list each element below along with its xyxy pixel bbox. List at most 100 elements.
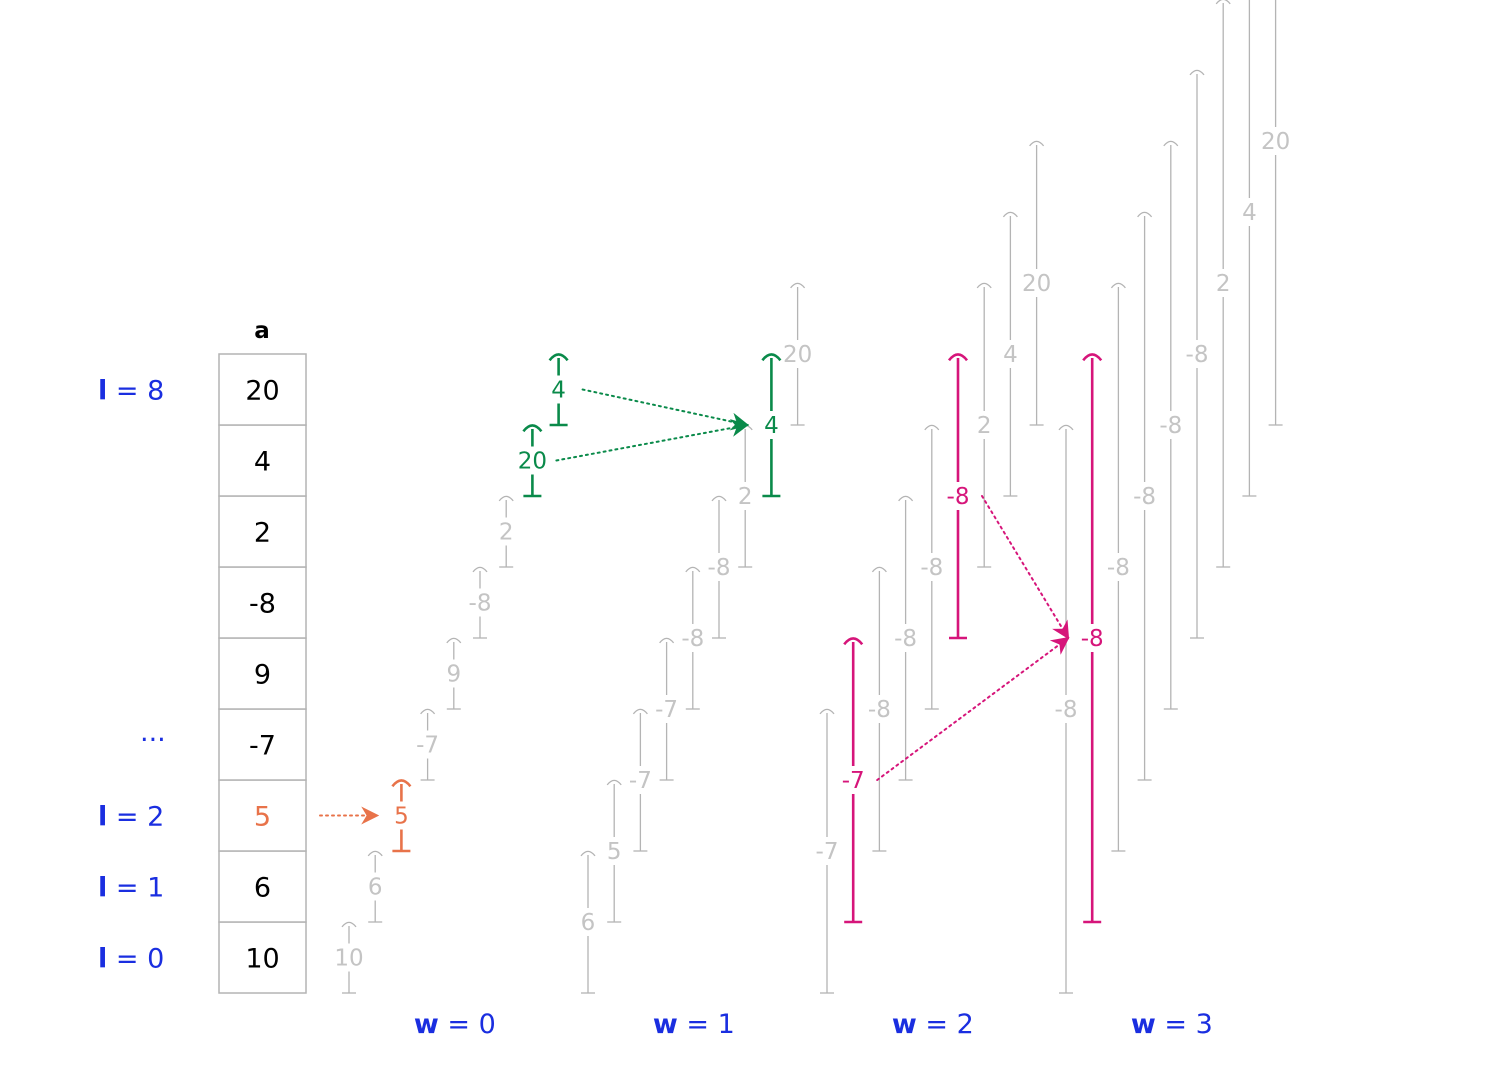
segment-value: -8	[469, 591, 492, 617]
segment: 2	[1215, 0, 1231, 568]
segment: -8	[708, 495, 731, 639]
segment-highlighted: -8	[947, 353, 970, 640]
segment: -8	[920, 424, 943, 710]
segment-value: 5	[607, 839, 622, 865]
segment: 2	[498, 495, 514, 568]
segment-value: -7	[842, 768, 865, 794]
segment-highlighted: 4	[548, 353, 569, 427]
segment: -8	[1159, 140, 1182, 710]
segment-value: -8	[1159, 413, 1182, 439]
array-cell-value: 2	[254, 518, 271, 549]
level-label: w = 2	[892, 1009, 974, 1040]
level-labels: w = 0 w = 1 w = 2 w = 3	[414, 1009, 1213, 1040]
segment-value: -8	[894, 626, 917, 652]
level-2: -7 -7 -8 -8 -8 -8 2 4 20	[816, 140, 1051, 994]
array-cell-value: 4	[254, 447, 271, 478]
segment: -8	[868, 566, 891, 852]
segment-levels: 10 6 5 -7 9 -8 2 20 4 6 5 -7 -7 -8 -8 2 4 20 -7 -7 -8 -8 -8 -8 2…	[334, 0, 1290, 994]
array-cell: 20	[218, 353, 307, 426]
segment: -8	[1186, 69, 1209, 639]
array-cell: 9	[218, 637, 307, 710]
segment: -7	[629, 708, 652, 852]
segment-value: -8	[1133, 484, 1156, 510]
row-label: l = 1	[98, 873, 164, 904]
arrow-magenta	[876, 636, 1070, 781]
segment: 4	[1002, 211, 1018, 497]
array-cell-value: 9	[254, 660, 271, 691]
segment: 2	[737, 424, 753, 568]
segment-value: -8	[1107, 555, 1130, 581]
segment: -8	[1133, 211, 1156, 781]
segment-highlighted: 5	[391, 779, 412, 853]
segment-highlighted: 4	[761, 353, 782, 498]
arrow-green	[581, 388, 750, 431]
segment: 20	[1261, 0, 1290, 426]
array-title: a	[254, 318, 270, 344]
segment: 20	[783, 282, 812, 426]
array-cell-value: 20	[245, 376, 279, 407]
row-label: l = 0	[98, 944, 164, 975]
array-cell: -8	[218, 566, 307, 639]
row-label: l = 8	[98, 376, 164, 407]
segment-value: -8	[920, 555, 943, 581]
segment-value: 20	[518, 449, 547, 475]
segment: -8	[469, 566, 492, 639]
array-cell: 6	[218, 850, 307, 923]
level-1: 6 5 -7 -7 -8 -8 2 4 20	[580, 282, 812, 994]
array-cell-value: 10	[245, 944, 279, 975]
segment: -7	[816, 708, 839, 994]
array-cell-box	[218, 708, 307, 781]
level-label: w = 0	[414, 1009, 496, 1040]
segment-value: 4	[1242, 200, 1257, 226]
array-cell-value: 6	[254, 873, 271, 904]
segment-value: 2	[1216, 271, 1231, 297]
segment-value: -8	[1055, 697, 1078, 723]
segment-value: 20	[783, 342, 812, 368]
segment: 6	[367, 850, 383, 923]
level-0: 10 6 5 -7 9 -8 2 20 4	[334, 353, 569, 994]
segment-value: 4	[1003, 342, 1018, 368]
array-cell: 2	[218, 495, 307, 568]
array-cell-box	[218, 850, 307, 923]
segment: -8	[894, 495, 917, 781]
array-cell-value: -7	[249, 731, 276, 762]
segment: -8	[681, 566, 704, 710]
segment-value: -8	[681, 626, 704, 652]
array-cell-box	[218, 495, 307, 568]
segment: 5	[606, 779, 622, 923]
segment-value: -7	[816, 839, 839, 865]
array-cell-box	[218, 566, 307, 639]
array-cell: 5	[218, 779, 307, 852]
segment-value: -8	[947, 484, 970, 510]
level-label: w = 3	[1131, 1009, 1213, 1040]
row-labels: l = 0 l = 1 l = 2 ··· l = 8	[98, 376, 166, 975]
arrow-green	[555, 419, 750, 462]
array-cell-box	[218, 921, 307, 994]
level-3: -8 -8 -8 -8 -8 -8 2 4 20	[1055, 0, 1290, 994]
segment-value: -8	[708, 555, 731, 581]
row-label: ···	[140, 725, 166, 756]
segment-value: 2	[977, 413, 992, 439]
array-cell-box	[218, 353, 307, 426]
segment-highlighted: -7	[842, 637, 865, 924]
array-cell-box	[218, 424, 307, 497]
segment-value: -7	[655, 697, 678, 723]
segment-value: 6	[368, 875, 383, 901]
segment-value: -7	[416, 733, 439, 759]
propagation-arrows	[319, 388, 1070, 825]
array-cell-value: 5	[254, 802, 271, 833]
array-cell: 10	[218, 921, 307, 994]
segment-value: 2	[499, 520, 514, 546]
segment-value: 10	[334, 946, 363, 972]
segment-value: -8	[1186, 342, 1209, 368]
segment-value: 20	[1261, 129, 1290, 155]
segment: 2	[976, 282, 992, 568]
segment-value: 2	[738, 484, 753, 510]
segment-value: 5	[394, 804, 409, 830]
segment: 6	[580, 850, 596, 994]
arrow-magenta	[981, 495, 1070, 640]
segment: 10	[334, 921, 364, 994]
segment-value: -7	[629, 768, 652, 794]
segment-highlighted: 20	[518, 424, 547, 498]
